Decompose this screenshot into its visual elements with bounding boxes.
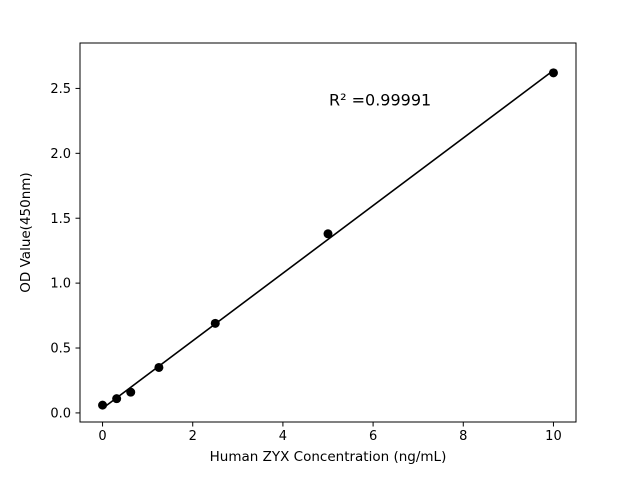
data-point xyxy=(210,318,220,328)
x-tick-label: 6 xyxy=(369,429,377,444)
x-tick-label: 8 xyxy=(459,429,467,444)
y-tick-label: 1.0 xyxy=(50,277,71,292)
data-point xyxy=(112,394,122,404)
x-tick-label: 4 xyxy=(279,429,287,444)
data-point xyxy=(98,400,108,410)
x-tick-label: 0 xyxy=(98,429,106,444)
y-axis-label: OD Value(450nm) xyxy=(18,172,34,292)
y-tick-label: 1.5 xyxy=(50,212,71,227)
data-point xyxy=(548,68,558,78)
x-axis-label: Human ZYX Concentration (ng/mL) xyxy=(210,449,447,465)
x-tick-label: 10 xyxy=(545,429,562,444)
data-point xyxy=(126,387,136,397)
data-point xyxy=(323,229,333,239)
x-tick-label: 2 xyxy=(189,429,197,444)
y-tick-label: 0.0 xyxy=(50,406,71,421)
fit-line xyxy=(102,69,554,410)
y-tick-label: 0.5 xyxy=(50,342,71,357)
data-point xyxy=(154,362,164,372)
axes-spines xyxy=(79,42,577,423)
r-squared-annotation: R² =0.99991 xyxy=(329,91,431,110)
y-tick-label: 2.0 xyxy=(50,147,71,162)
y-tick-label: 2.5 xyxy=(50,82,71,97)
